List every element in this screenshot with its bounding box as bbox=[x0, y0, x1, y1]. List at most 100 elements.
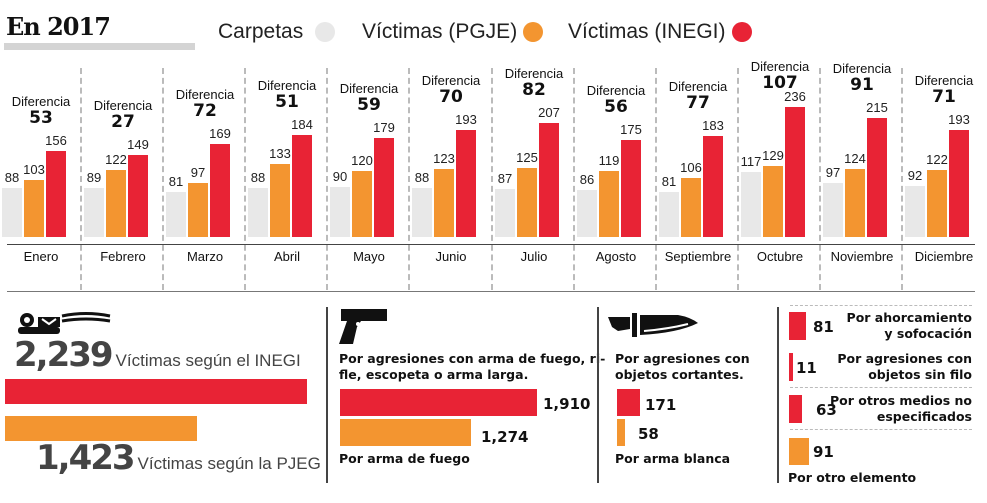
bar-value-label: 183 bbox=[702, 117, 724, 133]
legend-label: Víctimas (PGJE) bbox=[362, 20, 518, 43]
difference-label: Diferencia bbox=[586, 83, 646, 99]
difference-value: 51 bbox=[275, 92, 299, 113]
bar-value-label: 193 bbox=[948, 112, 970, 128]
title-underline bbox=[4, 43, 195, 50]
month-label: Septiembre bbox=[664, 249, 732, 264]
bar-carpetas bbox=[741, 172, 761, 237]
bar-value-label: 156 bbox=[45, 132, 67, 148]
bar-inegi bbox=[374, 138, 394, 237]
other-label-line: especificados bbox=[876, 409, 972, 424]
row-divider bbox=[790, 387, 972, 388]
blade-inegi-value: 171 bbox=[645, 396, 677, 414]
difference-label: Diferencia bbox=[175, 86, 235, 102]
difference-label: Diferencia bbox=[257, 78, 317, 94]
difference-block: Diferencia 27 bbox=[82, 97, 164, 132]
bar-carpetas bbox=[577, 189, 597, 237]
other-pgje-value: 91 bbox=[813, 443, 834, 461]
blade-pgje-bar bbox=[617, 419, 625, 446]
bar-value-label: 81 bbox=[661, 174, 677, 190]
difference-value: 82 bbox=[522, 79, 546, 100]
bar-value-label: 207 bbox=[538, 104, 560, 120]
bar-inegi bbox=[785, 106, 805, 237]
bar-value-label: 106 bbox=[680, 160, 702, 176]
month-label: Noviembre bbox=[830, 249, 894, 264]
bar-value-label: 119 bbox=[598, 153, 620, 169]
bar-carpetas bbox=[2, 188, 22, 237]
pgje-total-bar bbox=[5, 416, 197, 441]
blade-pgje-value: 58 bbox=[638, 425, 659, 443]
bar-pgje bbox=[599, 171, 619, 237]
bar-value-label: 215 bbox=[866, 100, 888, 116]
month-label: Julio bbox=[520, 249, 548, 264]
difference-label: Diferencia bbox=[832, 61, 892, 77]
bar-inegi bbox=[867, 118, 887, 237]
bar-pgje bbox=[188, 183, 208, 237]
body-victim-icon bbox=[18, 312, 111, 334]
month-label: Marzo bbox=[186, 249, 224, 264]
month-separator bbox=[408, 68, 410, 290]
month-separator bbox=[491, 68, 493, 290]
bar-value-label: 179 bbox=[373, 120, 395, 136]
other-pgje-bar bbox=[789, 438, 809, 465]
bar-value-label: 169 bbox=[209, 125, 231, 141]
bar-pgje bbox=[845, 168, 865, 237]
monthly-bar-chart: 88 103 156 Diferencia 53 Enero 89 122 149 Diferen… bbox=[2, 60, 973, 290]
difference-block: Diferencia 77 bbox=[657, 78, 739, 112]
firearm-pgje-label: Por arma de fuego bbox=[339, 451, 470, 466]
difference-value: 27 bbox=[111, 111, 135, 132]
other-label-line: Por otros medios no bbox=[830, 393, 972, 408]
difference-value: 72 bbox=[193, 100, 217, 121]
firearm-pgje-bar bbox=[340, 419, 472, 446]
difference-label: Diferencia bbox=[504, 65, 564, 81]
other-value: 81 bbox=[813, 318, 834, 336]
other-pgje-label: Por otro elemento bbox=[788, 470, 917, 485]
bar-carpetas bbox=[412, 188, 432, 237]
difference-block: Diferencia 72 bbox=[164, 86, 246, 121]
blade-inegi-bar bbox=[617, 389, 640, 416]
bar-value-label: 88 bbox=[250, 170, 266, 186]
pgje-total-label: Víctimas según la PJEG bbox=[137, 454, 321, 473]
bar-inegi bbox=[703, 135, 723, 237]
bar-value-label: 90 bbox=[332, 169, 348, 185]
difference-value: 56 bbox=[604, 97, 628, 118]
firearm-inegi-value: 1,910 bbox=[543, 395, 591, 413]
difference-value: 107 bbox=[762, 73, 798, 93]
month-label: Abril bbox=[273, 249, 300, 264]
bar-pgje bbox=[681, 178, 701, 237]
other-label: Por agresiones con objetos sin filo bbox=[830, 351, 972, 383]
bar-value-label: 193 bbox=[455, 112, 477, 128]
month-separator bbox=[819, 68, 821, 290]
month-separator bbox=[80, 68, 82, 290]
blade-title-line: Por agresiones con bbox=[615, 351, 750, 366]
inegi-total-bar bbox=[5, 379, 307, 404]
legend-pgje: Víctimas (PGJE) bbox=[362, 20, 544, 44]
legend-label: Víctimas (INEGI) bbox=[568, 20, 726, 43]
other-bar bbox=[789, 353, 793, 381]
other-label: Por otros medios no especificados bbox=[830, 393, 972, 425]
bar-pgje bbox=[763, 165, 783, 237]
row-divider bbox=[790, 429, 972, 430]
legend-label: Carpetas bbox=[218, 20, 304, 43]
bar-inegi bbox=[210, 143, 230, 237]
bar-value-label: 88 bbox=[414, 170, 430, 186]
bar-value-label: 86 bbox=[579, 171, 595, 187]
knife-icon bbox=[608, 313, 698, 337]
other-label-line: objetos sin filo bbox=[868, 367, 972, 382]
x-axis-line bbox=[7, 244, 975, 245]
bar-carpetas bbox=[905, 186, 925, 237]
other-bar bbox=[789, 395, 803, 423]
bar-inegi bbox=[949, 130, 969, 237]
month-separator bbox=[655, 68, 657, 290]
inegi-total-number: 2,239 bbox=[14, 335, 114, 375]
difference-value: 70 bbox=[439, 87, 463, 108]
bar-inegi bbox=[128, 154, 148, 237]
difference-value: 71 bbox=[932, 87, 956, 108]
difference-label: Diferencia bbox=[668, 78, 728, 94]
bar-value-label: 103 bbox=[23, 162, 45, 178]
difference-label: Diferencia bbox=[93, 97, 153, 113]
bar-value-label: 97 bbox=[825, 165, 841, 181]
bar-carpetas bbox=[248, 188, 268, 237]
bar-value-label: 236 bbox=[784, 88, 806, 104]
month-label: Agosto bbox=[595, 249, 637, 264]
difference-label: Diferencia bbox=[339, 81, 399, 97]
